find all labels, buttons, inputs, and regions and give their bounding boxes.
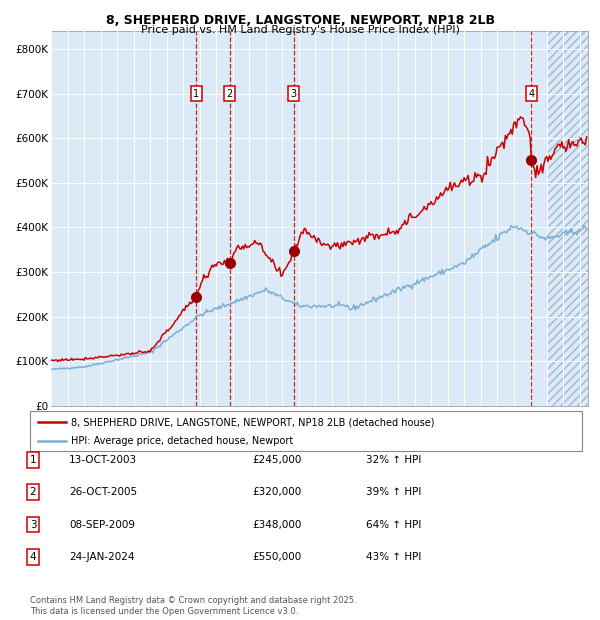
- Text: 24-JAN-2024: 24-JAN-2024: [69, 552, 134, 562]
- Text: 1: 1: [193, 89, 199, 99]
- Text: 4: 4: [528, 89, 535, 99]
- Text: 8, SHEPHERD DRIVE, LANGSTONE, NEWPORT, NP18 2LB: 8, SHEPHERD DRIVE, LANGSTONE, NEWPORT, N…: [106, 14, 494, 27]
- FancyBboxPatch shape: [30, 411, 582, 451]
- Text: 39% ↑ HPI: 39% ↑ HPI: [366, 487, 421, 497]
- Text: 2: 2: [227, 89, 233, 99]
- Text: 64% ↑ HPI: 64% ↑ HPI: [366, 520, 421, 529]
- Text: £245,000: £245,000: [252, 455, 301, 465]
- Text: 26-OCT-2005: 26-OCT-2005: [69, 487, 137, 497]
- Text: 3: 3: [29, 520, 37, 529]
- Text: 8, SHEPHERD DRIVE, LANGSTONE, NEWPORT, NP18 2LB (detached house): 8, SHEPHERD DRIVE, LANGSTONE, NEWPORT, N…: [71, 417, 435, 427]
- Text: 1: 1: [29, 455, 37, 465]
- Text: Price paid vs. HM Land Registry's House Price Index (HPI): Price paid vs. HM Land Registry's House …: [140, 25, 460, 35]
- Text: 3: 3: [290, 89, 297, 99]
- Text: £348,000: £348,000: [252, 520, 301, 529]
- Text: Contains HM Land Registry data © Crown copyright and database right 2025.
This d: Contains HM Land Registry data © Crown c…: [30, 596, 356, 616]
- Text: £320,000: £320,000: [252, 487, 301, 497]
- Text: 32% ↑ HPI: 32% ↑ HPI: [366, 455, 421, 465]
- Text: 4: 4: [29, 552, 37, 562]
- Text: 43% ↑ HPI: 43% ↑ HPI: [366, 552, 421, 562]
- Text: 2: 2: [29, 487, 37, 497]
- Text: £550,000: £550,000: [252, 552, 301, 562]
- Text: 13-OCT-2003: 13-OCT-2003: [69, 455, 137, 465]
- Text: HPI: Average price, detached house, Newport: HPI: Average price, detached house, Newp…: [71, 436, 293, 446]
- Text: 08-SEP-2009: 08-SEP-2009: [69, 520, 135, 529]
